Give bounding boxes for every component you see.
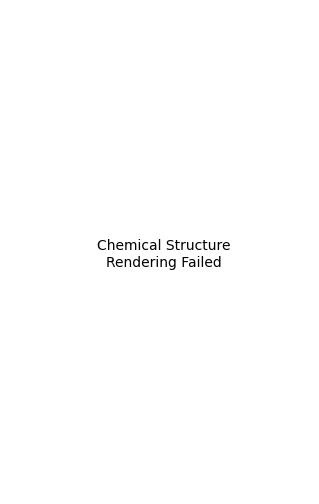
Text: Chemical Structure
Rendering Failed: Chemical Structure Rendering Failed	[97, 239, 230, 270]
